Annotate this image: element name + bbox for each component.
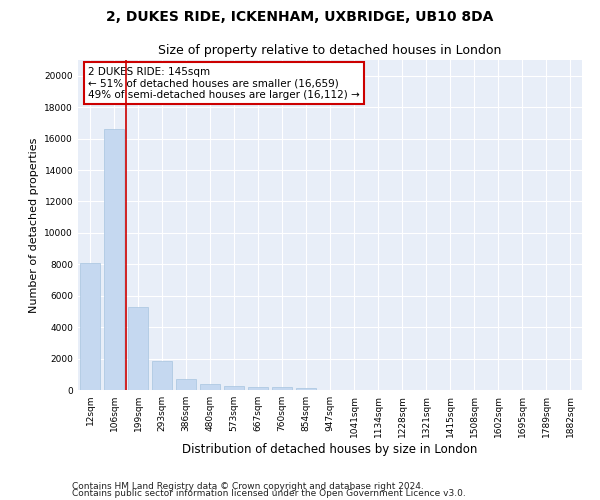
Text: 2, DUKES RIDE, ICKENHAM, UXBRIDGE, UB10 8DA: 2, DUKES RIDE, ICKENHAM, UXBRIDGE, UB10 … bbox=[106, 10, 494, 24]
Bar bbox=[80, 262, 100, 390]
Bar bbox=[272, 387, 292, 390]
Bar bbox=[176, 379, 196, 390]
Bar bbox=[128, 306, 148, 390]
Y-axis label: Number of detached properties: Number of detached properties bbox=[29, 138, 39, 312]
Title: Size of property relative to detached houses in London: Size of property relative to detached ho… bbox=[158, 44, 502, 58]
Bar bbox=[152, 361, 172, 390]
Text: Contains HM Land Registry data © Crown copyright and database right 2024.: Contains HM Land Registry data © Crown c… bbox=[72, 482, 424, 491]
Bar bbox=[200, 384, 220, 390]
Text: 2 DUKES RIDE: 145sqm
← 51% of detached houses are smaller (16,659)
49% of semi-d: 2 DUKES RIDE: 145sqm ← 51% of detached h… bbox=[88, 66, 360, 100]
Bar bbox=[224, 386, 244, 390]
Text: Contains public sector information licensed under the Open Government Licence v3: Contains public sector information licen… bbox=[72, 489, 466, 498]
Bar bbox=[104, 129, 124, 390]
Bar bbox=[248, 386, 268, 390]
Bar bbox=[296, 388, 316, 390]
X-axis label: Distribution of detached houses by size in London: Distribution of detached houses by size … bbox=[182, 442, 478, 456]
